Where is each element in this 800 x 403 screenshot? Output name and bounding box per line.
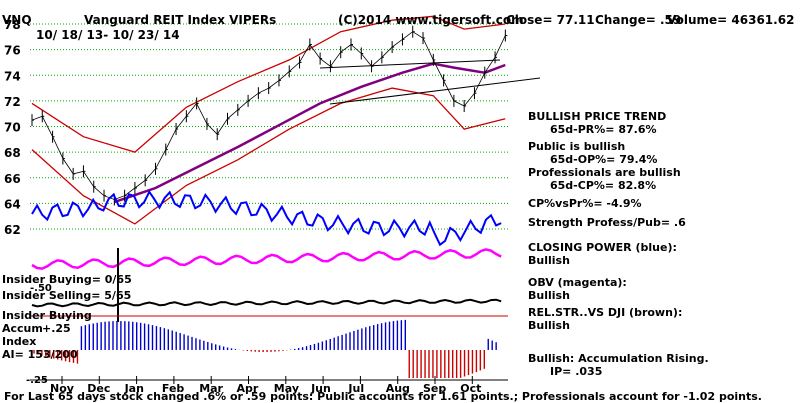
x-tick-Oct: Oct — [460, 382, 481, 395]
x-axis-ticks: Nov Dec Jan Feb Mar Apr May Jun Jul Aug Sep Oct — [30, 376, 508, 395]
close-value: Close= 77.11 — [506, 13, 595, 27]
ticker: VNQ — [2, 13, 32, 27]
x-tick-Mar: Mar — [199, 382, 223, 395]
y-tick-68: 68 — [4, 146, 21, 160]
accum-signal: Bullish: Accumulation Rising. — [528, 352, 709, 365]
upper-band-line — [31, 15, 506, 153]
x-tick-Jan: Jan — [124, 382, 144, 395]
change-value: Change= .59 — [595, 13, 682, 27]
accumulation-histogram — [33, 319, 497, 378]
insider-buying-label: Insider Buying — [2, 309, 92, 322]
x-tick-Sep: Sep — [423, 382, 446, 395]
y-tick-70: 70 — [4, 121, 21, 135]
cp-vs-pr: CP%vsPr%= -4.9% — [528, 197, 642, 210]
op-value: 65d-OP%= 79.4% — [550, 153, 658, 166]
ip-value: IP= .035 — [550, 365, 603, 378]
closing-power-state: Bullish — [528, 254, 570, 267]
x-tick-Feb: Feb — [162, 382, 185, 395]
x-tick-Nov: Nov — [50, 382, 75, 395]
rel-str-label: REL.STR..VS DJI (brown): — [528, 306, 683, 319]
date-range: 10/ 18/ 13- 10/ 23/ 14 — [36, 28, 180, 42]
volume-value: Volume= 46361.62 — [667, 13, 795, 27]
index-label: Index — [2, 335, 37, 348]
insider-selling-count: Insider Selling= 5/65 — [2, 289, 132, 302]
gridlines — [30, 23, 508, 230]
signal-panel: BULLISH PRICE TREND 65d-PR%= 87.6% Publi… — [528, 110, 798, 378]
closing-power-line — [31, 189, 502, 247]
cp-value: 65d-CP%= 82.8% — [550, 179, 657, 192]
y-tick-64: 64 — [4, 197, 21, 211]
x-tick-Dec: Dec — [87, 382, 110, 395]
lower-band-line — [31, 87, 506, 225]
accum-label: Accum — [2, 322, 43, 335]
plus25-label: +.25 — [42, 322, 71, 335]
x-tick-May: May — [274, 382, 299, 395]
x-tick-Apr: Apr — [237, 382, 259, 395]
y-tick-72: 72 — [4, 95, 21, 109]
y-axis-ticks: 62 64 66 68 70 72 74 76 78 — [4, 18, 21, 237]
moving-average-line — [113, 62, 506, 204]
y-tick-66: 66 — [4, 172, 21, 186]
sub-indicators — [30, 189, 508, 322]
y-tick-76: 76 — [4, 44, 21, 58]
y-tick-74: 74 — [4, 69, 21, 83]
pr-value: 65d-PR%= 87.6% — [550, 123, 657, 136]
trend-line-lower — [329, 77, 541, 105]
minus25-label: -.25 — [26, 375, 48, 386]
trend-title: BULLISH PRICE TREND — [528, 110, 667, 123]
strength: Strength Profess/Pub= .6 — [528, 216, 686, 229]
closing-power-label: CLOSING POWER (blue): — [528, 241, 677, 254]
x-tick-Jul: Jul — [347, 382, 364, 395]
price-line — [31, 31, 506, 200]
x-tick-Aug: Aug — [386, 382, 410, 395]
y-tick-62: 62 — [4, 223, 21, 237]
rel-str-line — [31, 298, 502, 308]
copyright: (C)2014 www.tigersoft.com — [338, 13, 524, 27]
public-title: Public is bullish — [528, 140, 626, 153]
trend-line-upper — [319, 59, 501, 69]
pros-title: Professionals are bullish — [528, 166, 681, 179]
obv-state: Bullish — [528, 289, 570, 302]
price-lines — [31, 15, 541, 225]
rel-str-state: Bullish — [528, 319, 570, 332]
x-tick-Jun: Jun — [310, 382, 331, 395]
footer-summary: For Last 65 days stock changed .6% or .5… — [4, 390, 762, 403]
stock-name: Vanguard REIT Index VIPERs — [84, 13, 277, 27]
minus50-label: -.50 — [30, 283, 52, 294]
ai-value: AI= 153/200 — [2, 348, 78, 361]
obv-line — [31, 248, 502, 270]
obv-label: OBV (magenta): — [528, 276, 627, 289]
insider-buying-count: Insider Buying= 0/65 — [2, 273, 132, 286]
y-tick-78: 78 — [4, 18, 21, 32]
